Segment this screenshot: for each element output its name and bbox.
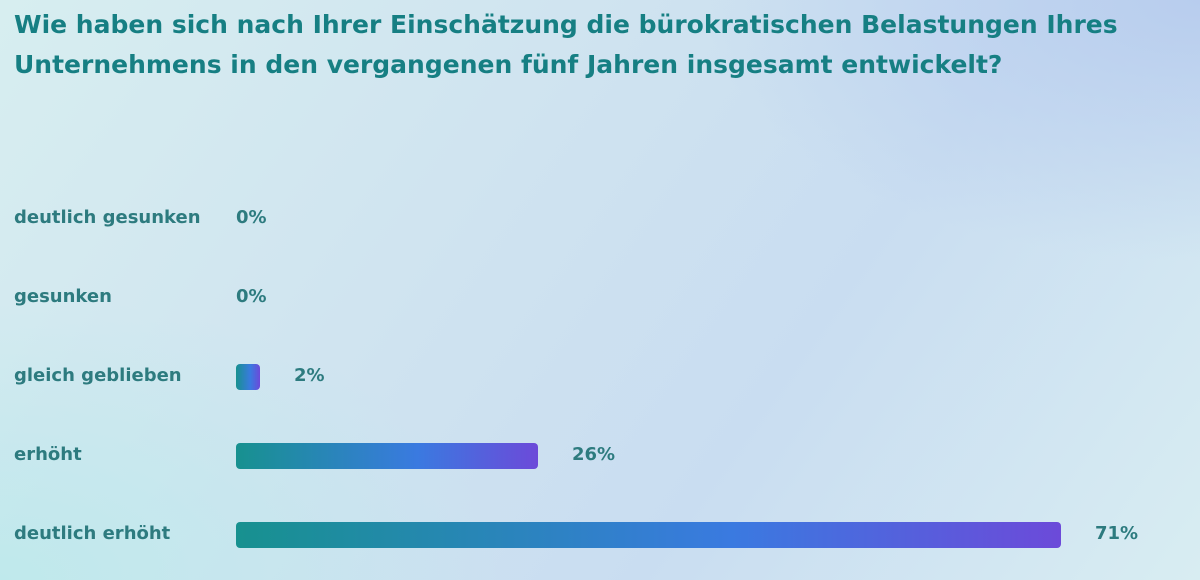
bar — [236, 364, 260, 390]
bar — [236, 522, 1061, 548]
category-label: deutlich gesunken — [14, 207, 201, 228]
question-title: Wie haben sich nach Ihrer Einschätzung d… — [14, 10, 1118, 79]
value-label: 2% — [294, 365, 325, 386]
category-label: erhöht — [14, 444, 82, 465]
bar — [236, 443, 538, 469]
value-label: 71% — [1095, 523, 1139, 544]
value-label: 26% — [572, 444, 616, 465]
category-label: deutlich erhöht — [14, 523, 171, 544]
value-label: 0% — [236, 286, 267, 307]
value-label: 0% — [236, 207, 267, 228]
category-label: gleich geblieben — [14, 365, 182, 386]
category-label: gesunken — [14, 286, 112, 307]
